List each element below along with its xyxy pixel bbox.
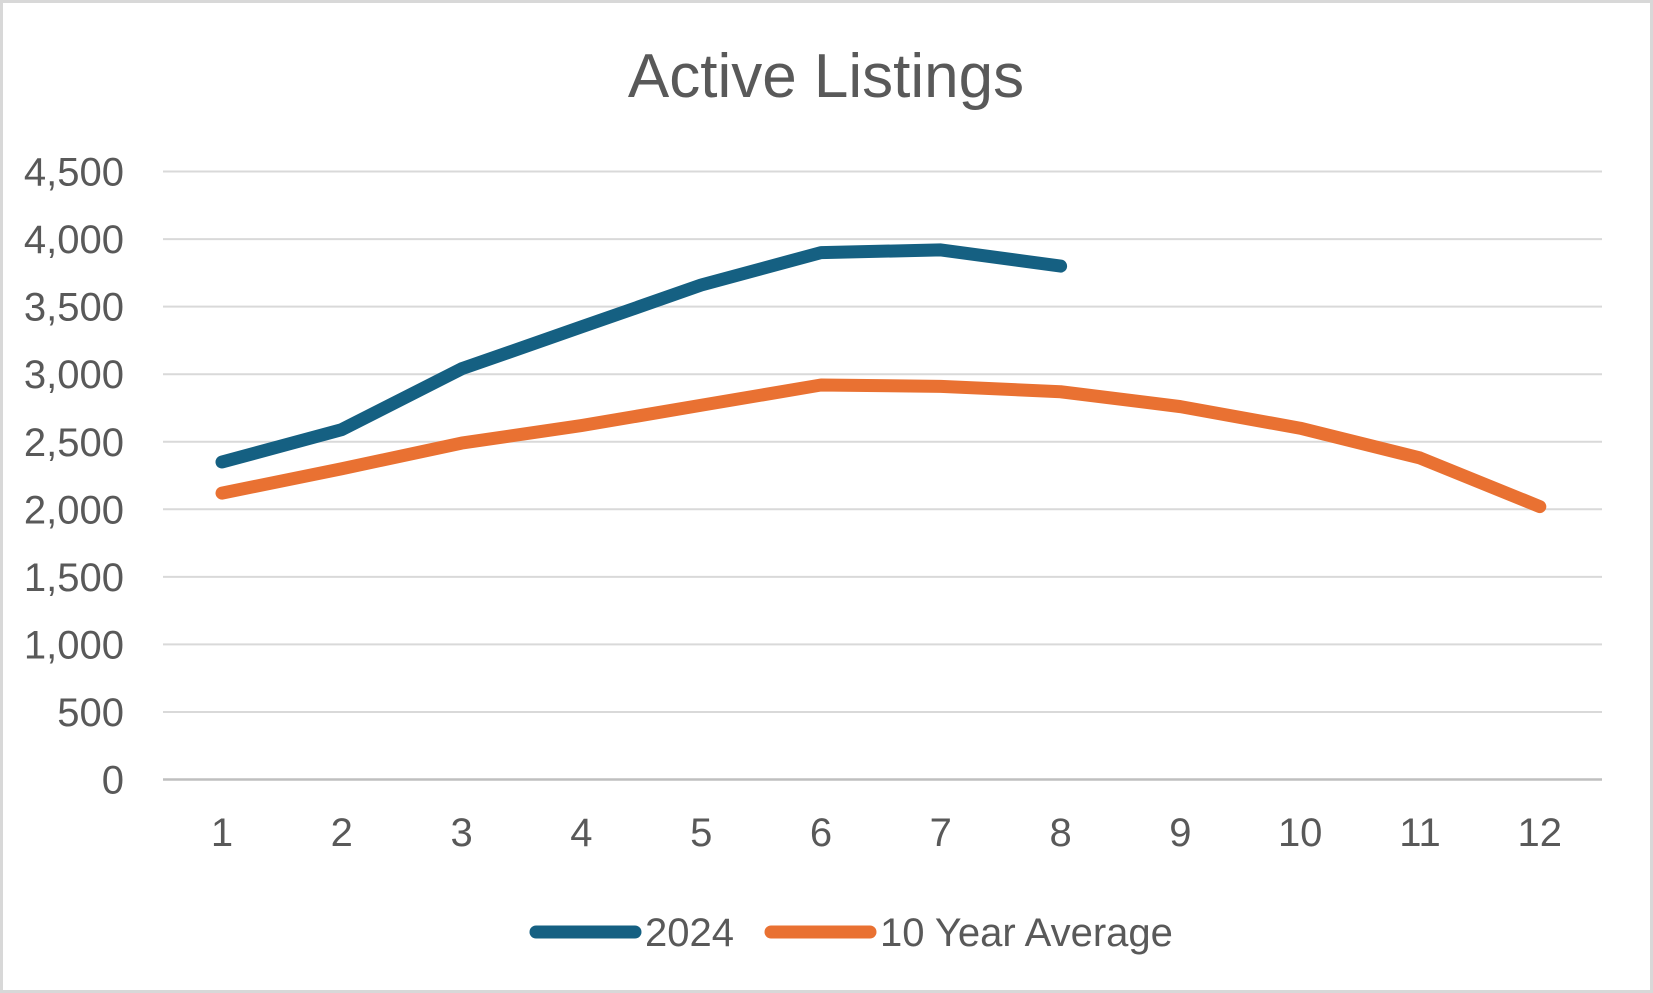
y-tick-label: 1,500: [24, 556, 124, 600]
x-tick-label: 8: [1049, 811, 1071, 855]
x-tick-label: 1: [211, 811, 233, 855]
gridlines: [163, 170, 1602, 781]
legend-label: 10 Year Average: [880, 911, 1173, 955]
x-tick-label: 11: [1399, 811, 1441, 855]
x-tick-label: 3: [450, 811, 472, 855]
x-tick-label: 2: [331, 811, 353, 855]
legend-label: 2024: [645, 911, 734, 955]
y-tick-label: 0: [102, 759, 124, 803]
x-tick-label: 9: [1169, 811, 1191, 855]
x-tick-label: 4: [570, 811, 592, 855]
x-tick-label: 5: [690, 811, 712, 855]
series-line-2024: [215, 243, 1068, 469]
series-line-10-year-average: [215, 378, 1547, 514]
y-axis-labels: 0 500 1,000 1,500 2,000 2,500 3,000 3,500 4,000 4…: [24, 151, 124, 803]
y-tick-label: 4,500: [24, 151, 124, 195]
y-tick-label: 1,000: [24, 623, 124, 667]
y-tick-label: 3,500: [24, 286, 124, 330]
x-tick-label: 10: [1278, 811, 1323, 855]
y-tick-label: 4,000: [24, 218, 124, 262]
y-tick-label: 2,000: [24, 488, 124, 532]
x-axis-labels: 1 2 3 4 5 6 7 8 9 10 11 12: [211, 811, 1562, 855]
series-lines: [215, 243, 1547, 514]
legend: 2024 10 Year Average: [529, 911, 1173, 955]
chart-title: Active Listings: [628, 42, 1024, 111]
x-tick-label: 7: [930, 811, 952, 855]
x-tick-label: 6: [810, 811, 832, 855]
y-tick-label: 3,000: [24, 353, 124, 397]
y-tick-label: 2,500: [24, 421, 124, 465]
x-tick-label: 12: [1518, 811, 1563, 855]
y-tick-label: 500: [57, 691, 124, 735]
